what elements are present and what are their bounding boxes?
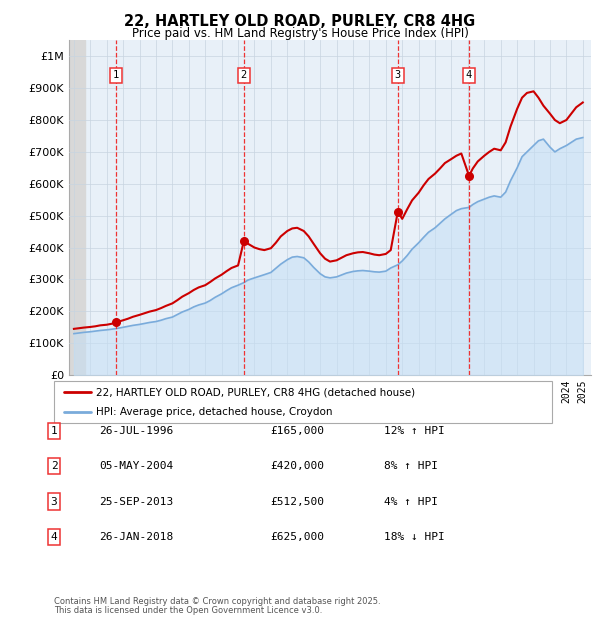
Text: 4: 4 — [50, 532, 58, 542]
Text: 25-SEP-2013: 25-SEP-2013 — [99, 497, 173, 507]
Text: 22, HARTLEY OLD ROAD, PURLEY, CR8 4HG: 22, HARTLEY OLD ROAD, PURLEY, CR8 4HG — [124, 14, 476, 29]
Text: 26-JAN-2018: 26-JAN-2018 — [99, 532, 173, 542]
Text: 1: 1 — [50, 426, 58, 436]
Bar — [69, 40, 85, 375]
Text: £512,500: £512,500 — [270, 497, 324, 507]
Text: 26-JUL-1996: 26-JUL-1996 — [99, 426, 173, 436]
Text: 3: 3 — [395, 71, 401, 81]
Text: Contains HM Land Registry data © Crown copyright and database right 2025.: Contains HM Land Registry data © Crown c… — [54, 597, 380, 606]
Text: 22, HARTLEY OLD ROAD, PURLEY, CR8 4HG (detached house): 22, HARTLEY OLD ROAD, PURLEY, CR8 4HG (d… — [97, 388, 415, 397]
Text: 12% ↑ HPI: 12% ↑ HPI — [384, 426, 445, 436]
Text: 4: 4 — [466, 71, 472, 81]
Text: 18% ↓ HPI: 18% ↓ HPI — [384, 532, 445, 542]
Text: 4% ↑ HPI: 4% ↑ HPI — [384, 497, 438, 507]
Text: 1: 1 — [113, 71, 119, 81]
Text: 05-MAY-2004: 05-MAY-2004 — [99, 461, 173, 471]
Text: £420,000: £420,000 — [270, 461, 324, 471]
Text: 2: 2 — [50, 461, 58, 471]
Text: This data is licensed under the Open Government Licence v3.0.: This data is licensed under the Open Gov… — [54, 606, 322, 615]
Text: 3: 3 — [50, 497, 58, 507]
Text: HPI: Average price, detached house, Croydon: HPI: Average price, detached house, Croy… — [97, 407, 333, 417]
Text: Price paid vs. HM Land Registry's House Price Index (HPI): Price paid vs. HM Land Registry's House … — [131, 27, 469, 40]
Text: 2: 2 — [241, 71, 247, 81]
Text: £625,000: £625,000 — [270, 532, 324, 542]
Text: 8% ↑ HPI: 8% ↑ HPI — [384, 461, 438, 471]
Text: £165,000: £165,000 — [270, 426, 324, 436]
Bar — [69, 40, 85, 375]
